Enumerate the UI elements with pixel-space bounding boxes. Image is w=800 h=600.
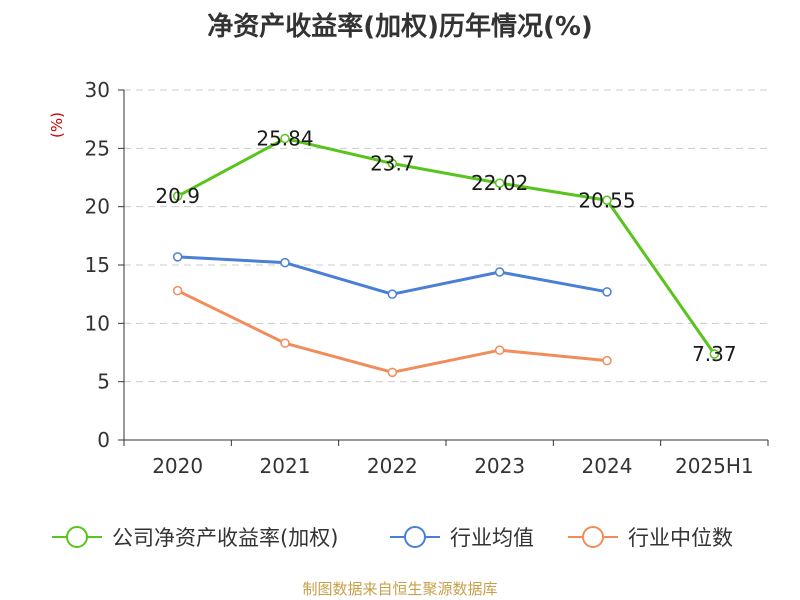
series-industry-median	[172, 285, 612, 378]
data-label: 23.7	[370, 152, 415, 176]
data-point	[172, 252, 183, 262]
x-tick-label: 2020	[152, 454, 203, 478]
data-label: 25.84	[256, 127, 313, 151]
data-point	[280, 338, 290, 348]
legend-item-2: 行业中位数	[568, 526, 733, 550]
data-point	[387, 289, 398, 299]
y-tick-label: 10	[85, 311, 110, 335]
axes: 0 5 10 15 20 25 30 2020 2021 2022 2023 2024 2025H1 (%…	[48, 78, 769, 478]
x-tick-label: 2024	[582, 454, 633, 478]
data-point	[494, 267, 505, 277]
data-point	[602, 287, 612, 297]
legend-swatch-marker	[404, 526, 426, 548]
y-tick-label: 0	[97, 428, 110, 452]
series-line	[176, 137, 716, 355]
y-tick-label: 30	[85, 78, 110, 102]
data-label: 20.55	[578, 188, 635, 212]
y-tick-label: 5	[97, 370, 110, 394]
data-point	[709, 349, 720, 359]
data-point	[602, 355, 612, 366]
data-point	[602, 195, 612, 205]
legend: 公司净资产收益率(加权) 行业均值 行业中位数	[52, 526, 733, 550]
data-label: 20.9	[155, 184, 200, 208]
data-labels: 20.9 25.84 23.7 22.02 20.55 7.37	[155, 127, 736, 366]
grid-lines	[124, 89, 768, 383]
data-point	[172, 191, 183, 201]
x-tick-label: 2021	[260, 454, 311, 478]
chart-title: 净资产收益率(加权)历年情况(%)	[207, 12, 593, 42]
data-point	[280, 257, 290, 268]
legend-swatch-marker	[582, 526, 604, 548]
data-point	[280, 133, 290, 144]
series-company-roe	[172, 133, 720, 359]
data-point	[387, 367, 398, 378]
y-tick-label: 20	[85, 195, 110, 219]
y-tick-label: 15	[85, 253, 110, 277]
x-tick-label: 2023	[474, 454, 525, 478]
data-point	[172, 285, 183, 296]
legend-item-0: 公司净资产收益率(加权)	[52, 526, 338, 550]
data-point	[494, 345, 505, 355]
y-tick-label: 25	[85, 136, 110, 160]
legend-item-1: 行业均值	[390, 526, 534, 550]
data-label: 22.02	[471, 171, 528, 195]
legend-swatch-marker	[66, 526, 88, 548]
data-label: 7.37	[692, 342, 737, 366]
data-source-note: 制图数据来自恒生聚源数据库	[302, 580, 498, 598]
data-point	[387, 158, 398, 169]
series-line	[177, 289, 608, 374]
legend-label: 行业均值	[450, 526, 534, 550]
series-industry-average	[172, 252, 612, 299]
series-line	[177, 255, 608, 296]
legend-label: 行业中位数	[628, 526, 733, 550]
y-axis-unit-label: (%)	[48, 112, 66, 138]
x-tick-label: 2025H1	[675, 454, 754, 478]
legend-label: 公司净资产收益率(加权)	[112, 526, 338, 550]
series-lines	[172, 133, 720, 378]
data-point	[494, 178, 505, 188]
x-tick-label: 2022	[367, 454, 418, 478]
